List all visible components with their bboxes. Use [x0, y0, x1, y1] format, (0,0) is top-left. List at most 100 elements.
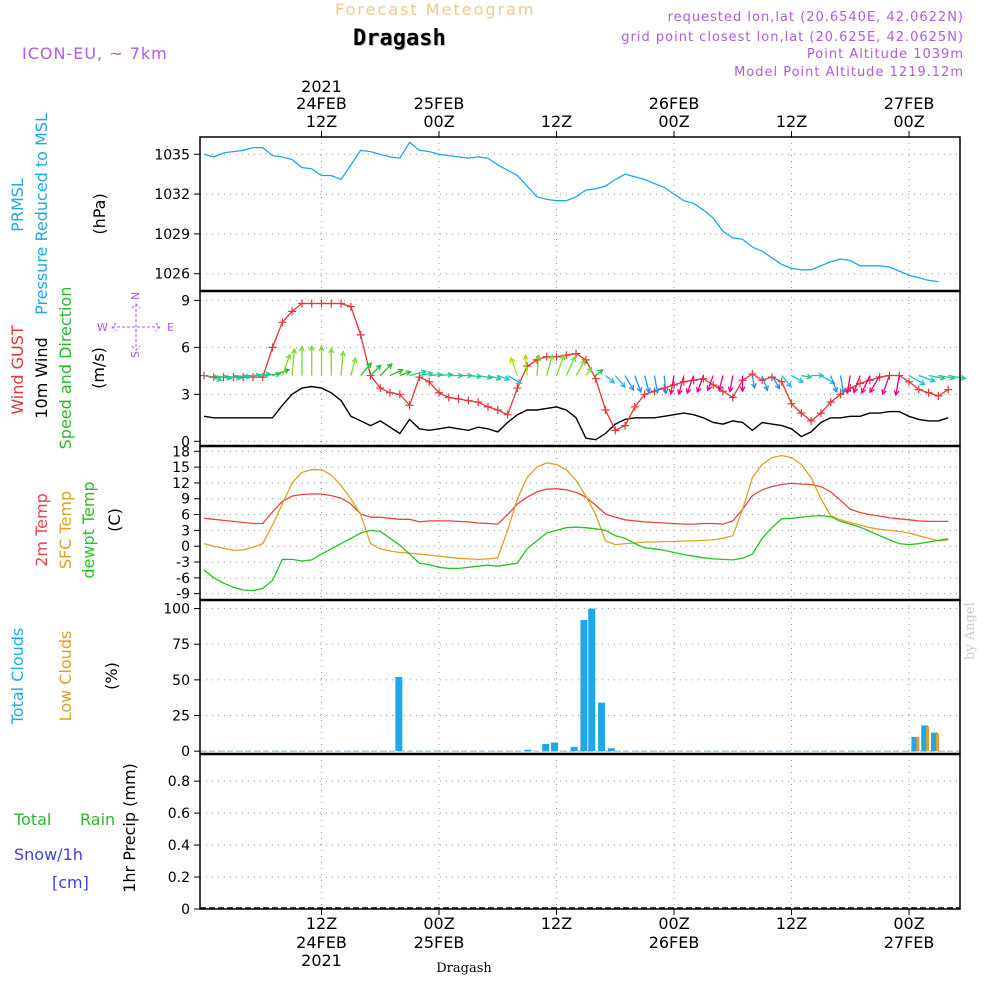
ytick-label-pressure: 1032 [154, 187, 190, 203]
wind-direction-arrowhead [806, 373, 813, 380]
wind-direction-arrow [663, 375, 667, 394]
wind-direction-arrow [928, 374, 945, 379]
gust-marker [288, 307, 297, 316]
ytick-label-precip: 0.6 [168, 806, 190, 822]
x-bottom-date: 26FEB [649, 933, 700, 952]
gust-marker [816, 409, 825, 418]
wind-direction-arrowhead [645, 387, 651, 394]
x-top-date: 25FEB [414, 94, 465, 113]
wind-direction-arrow [678, 375, 685, 395]
label-rain: Rain [80, 810, 115, 829]
wind-direction-arrow [252, 373, 271, 377]
wind-direction-arrowhead [339, 350, 346, 357]
x-bottom-hour: 12Z [541, 914, 572, 933]
x-bottom-date: 27FEB [884, 933, 935, 952]
gust-marker [709, 380, 718, 389]
gust-marker [454, 395, 463, 404]
gust-marker [483, 402, 492, 411]
wind-direction-arrow [801, 374, 812, 378]
wind-direction-arrowhead [436, 371, 444, 378]
x-top-hour: 00Z [893, 112, 924, 131]
x-top-hour: 12Z [306, 112, 337, 131]
requested-coords: requested lon,lat (20.6540E, 42.0622N) [667, 10, 964, 25]
ylabel-2m-temp: 2m Temp [32, 493, 51, 567]
wind-direction-arrow [546, 355, 553, 376]
model-label: ICON-EU, ~ 7km [22, 44, 168, 63]
x-top-date: 26FEB [649, 94, 700, 113]
gust-marker [327, 299, 336, 308]
compass-west: W [97, 321, 108, 334]
compass-east: E [167, 321, 174, 334]
temp-sfc-line [203, 454, 949, 561]
gust-marker [435, 388, 444, 397]
x-top-hour: 00Z [658, 112, 689, 131]
total-cloud-bar [542, 744, 550, 752]
x-bottom-hour: 00Z [658, 914, 689, 933]
gust-marker [415, 373, 424, 382]
wind-direction-arrowhead [366, 362, 372, 369]
ytick-label-temp: 9 [181, 492, 190, 508]
wind-direction-arrowhead [960, 374, 967, 381]
gust-marker [944, 385, 953, 394]
ytick-label-pressure: 1035 [154, 147, 190, 163]
gust-marker [542, 352, 551, 361]
gust-marker [376, 384, 385, 393]
temp-2m-line [203, 482, 949, 525]
total-cloud-bar [911, 736, 919, 752]
gust-marker [767, 373, 776, 382]
compass-south: S [129, 351, 142, 358]
x-top-hour: 12Z [541, 112, 572, 131]
wind-direction-arrow [771, 375, 781, 389]
label-cm: [cm] [52, 873, 89, 892]
wind-direction-arrow [429, 373, 442, 377]
wind-direction-arrowhead [727, 386, 734, 393]
wind-direction-arrow [585, 367, 592, 376]
wind-direction-arrow [614, 375, 626, 388]
wind-direction-arrowhead [653, 387, 660, 395]
wind-direction-arrow [291, 349, 296, 376]
ytick-label-wind: 9 [181, 293, 190, 309]
ytick-label-temp: 6 [181, 508, 190, 524]
gust-marker [640, 390, 649, 399]
wind-direction-arrow [839, 375, 845, 393]
gust-marker [777, 377, 786, 386]
wind-direction-arrowhead [586, 366, 593, 373]
x-bottom-date: 24FEB [296, 933, 347, 952]
x-bottom-hour: 12Z [776, 914, 807, 933]
x-bottom-hour: 00Z [893, 914, 924, 933]
gust-marker [807, 416, 816, 425]
wind-direction-arrowhead [696, 386, 702, 394]
x-top-date: 24FEB [296, 94, 347, 113]
wind-direction-arrow [761, 375, 769, 391]
gridpoint-coords: grid point closest lon,lat (20.625E, 42.… [621, 30, 964, 45]
wind-direction-arrowhead [351, 356, 358, 364]
ytick-label-clouds: 100 [163, 602, 190, 618]
wind-direction-arrow [203, 374, 222, 381]
wind-direction-arrow [595, 369, 604, 377]
wind-direction-arrowhead [620, 382, 626, 389]
wind-direction-arrow [918, 374, 935, 382]
wind-direction-arrow [340, 351, 344, 376]
wind-direction-arrowhead [308, 344, 315, 351]
wind-direction-arrowhead [285, 353, 292, 360]
wind-direction-arrow [670, 375, 675, 394]
ylabel-percent: (%) [102, 662, 121, 690]
wind-direction-arrowhead [397, 368, 404, 375]
x-top-hour: 00Z [423, 112, 454, 131]
wind-direction-arrowhead [818, 372, 825, 379]
wind-direction-arrow [624, 375, 635, 391]
ytick-label-temp: 0 [181, 539, 190, 555]
x-bottom-date: 25FEB [414, 933, 465, 952]
gust-marker [503, 410, 512, 419]
wind-direction-arrow [536, 355, 540, 376]
ylabel-low-clouds: Low Clouds [56, 631, 75, 722]
gust-marker [758, 376, 767, 385]
gust-marker [630, 402, 639, 411]
x-top-date: 27FEB [884, 94, 935, 113]
wind-gust-line [203, 302, 949, 432]
ytick-label-precip: 0.8 [168, 774, 190, 790]
wind-direction-arrow [360, 362, 372, 376]
ytick-label-wind: 6 [181, 340, 190, 356]
ylabel-celsius: (C) [105, 508, 124, 532]
station-name: Dragash [353, 26, 446, 51]
